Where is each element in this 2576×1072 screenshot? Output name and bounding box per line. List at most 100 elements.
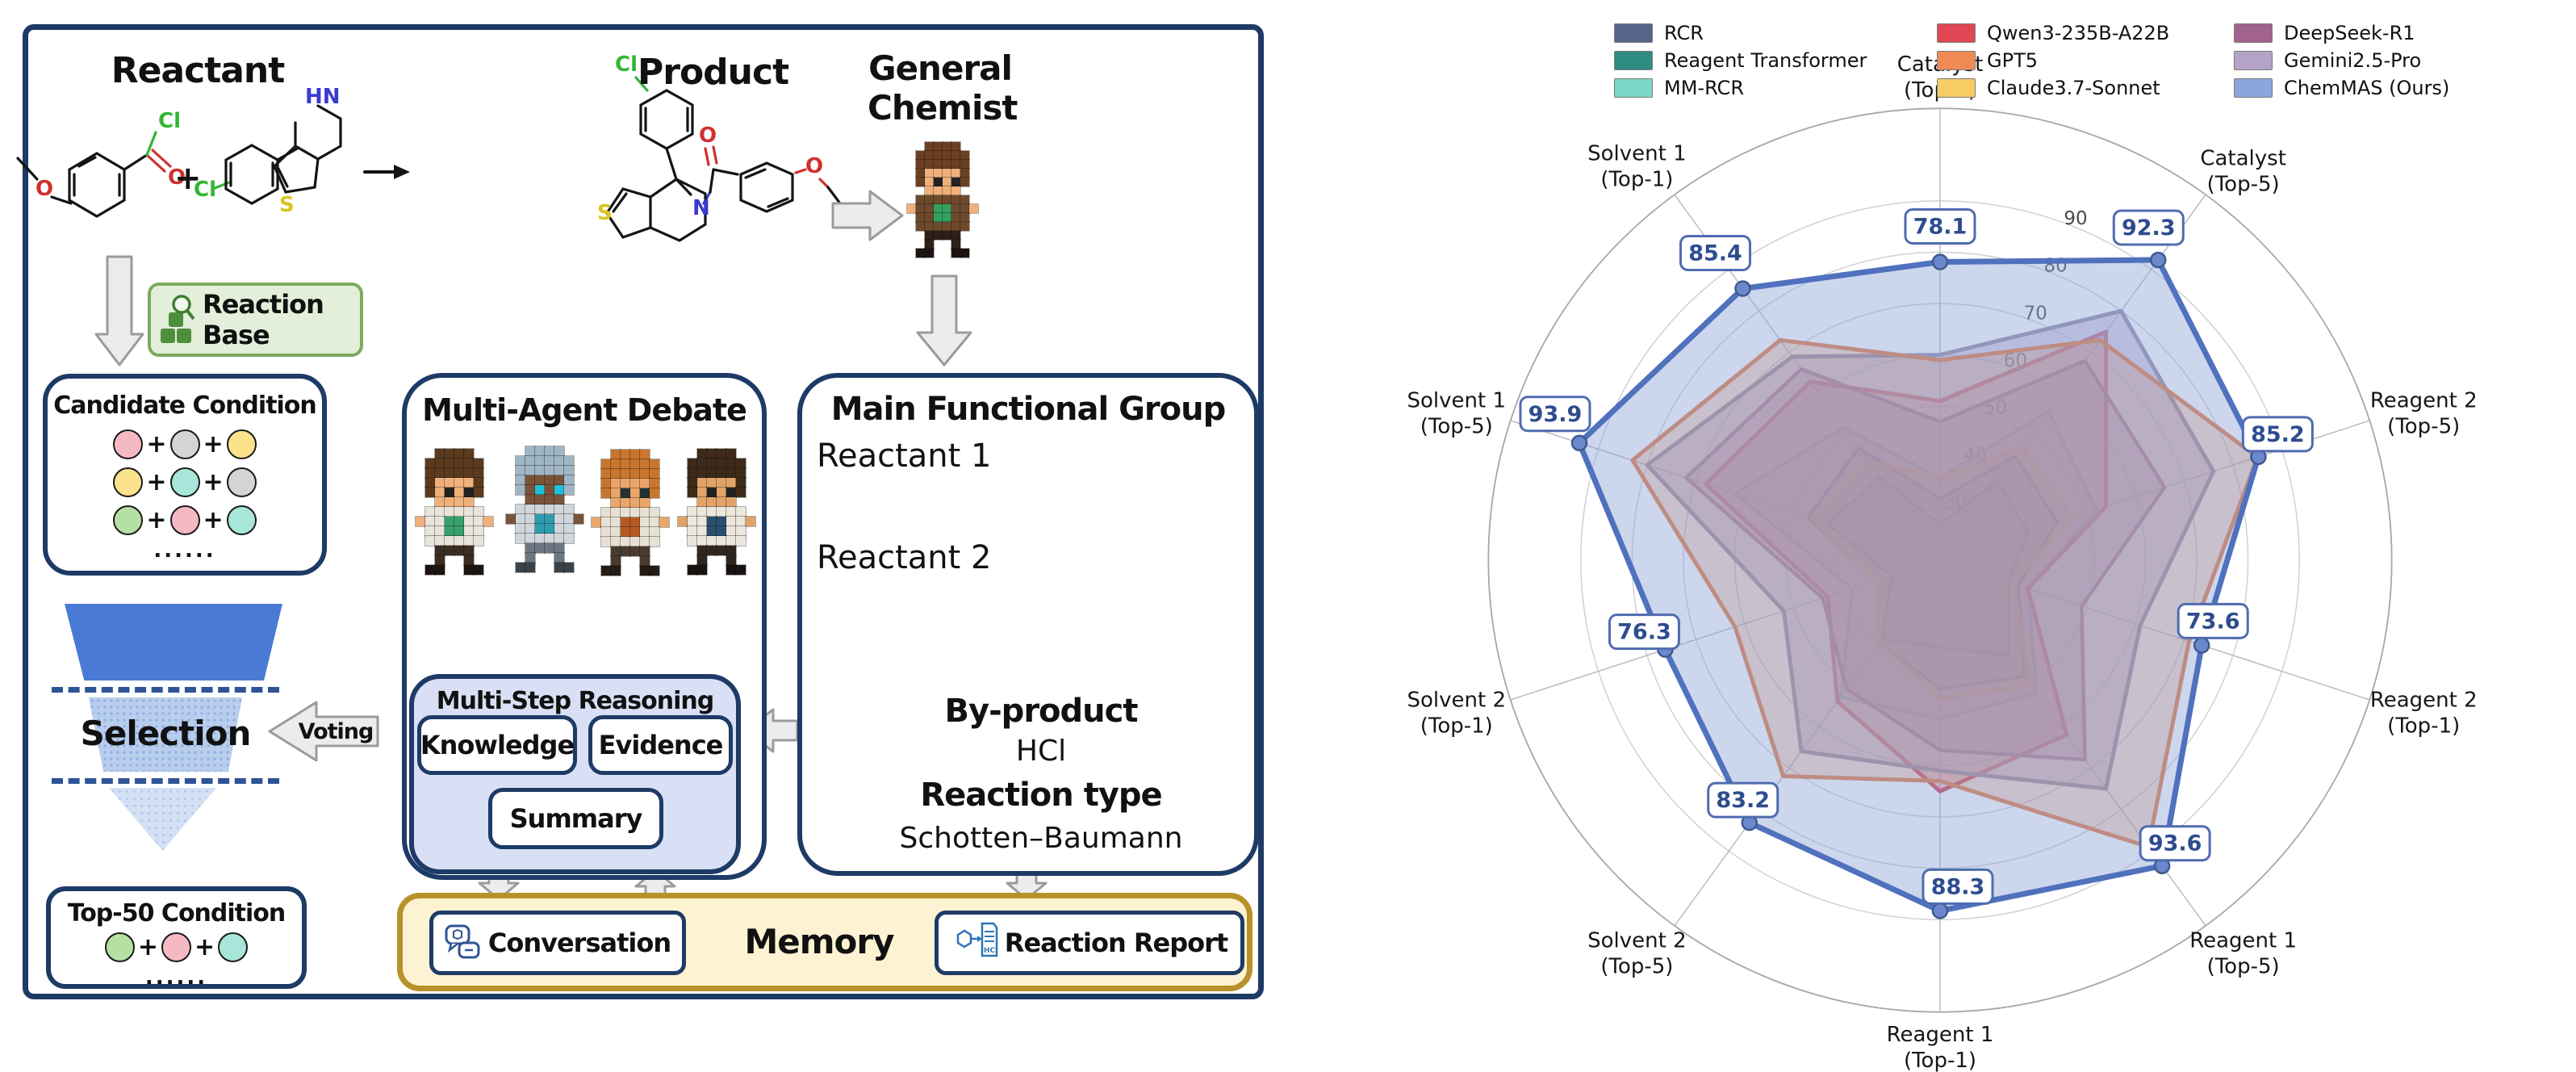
atom-s: S [279,193,295,217]
plus-sign: + [194,933,215,961]
radar-marker [1734,280,1751,297]
radar-value-badge [1608,613,1680,651]
legend-swatch [1614,78,1653,98]
radar-tick-label: 90 [2064,208,2087,229]
plus-sign: + [146,506,167,534]
byproduct-label: By-product [944,693,1139,730]
legend-swatch [1614,23,1653,43]
multi-agent-debate-title: Multi-Agent Debate [422,392,747,428]
plus-sign: + [174,160,202,197]
main-functional-group-box: Main Functional Group [797,373,1259,876]
arrow-head [394,165,410,179]
atom-hn: HN [305,85,341,109]
plus-sign: + [203,506,224,534]
selection-label: Selection [80,714,252,753]
radar-series-GPT5 [1630,337,2260,849]
condition-circle-pink [169,505,200,535]
legend-swatch [1937,23,1976,43]
general-chemist-title: General Chemist [868,48,1018,128]
radar-value-label: 85.2 [2251,422,2305,447]
radar-marker [2150,251,2167,269]
evidence-label: Evidence [598,730,724,760]
radar-marker [1931,253,1949,270]
knowledge-label: Knowledge [420,730,575,760]
atom-s: S [597,201,613,225]
agent-sprite-3 [591,449,670,576]
right-arrow-icon [831,190,904,241]
legend-label: Gemini2.5-Pro [2284,49,2422,72]
radar-value-label: 85.4 [1688,241,1742,266]
atom-cl: Cl [194,178,216,202]
atom-o: O [699,124,717,148]
legend-item-Claude3.7-Sonnet: Claude3.7-Sonnet [1937,77,2160,99]
radar-marker [2193,637,2210,654]
condition-circle-yellow [113,467,144,497]
radar-marker [1931,902,1949,919]
radar-marker [1570,434,1588,452]
radar-axis-label: Reagent 1 (Top-5) [2189,929,2297,979]
legend-swatch [1937,51,1976,70]
radar-series-Gemini2.5-Pro [1645,308,2216,791]
funnel-dash-2 [52,778,279,784]
radar-axis-label: Solvent 2 (Top-1) [1407,689,1507,739]
legend-item-RCR: RCR [1614,22,1704,44]
radar-value-label: 83.2 [1716,788,1770,813]
memory-label: Memory [744,922,895,961]
funnel-dash-1 [52,687,279,693]
condition-circle-gray [169,429,200,459]
knowledge-box: Knowledge [417,715,577,775]
radar-value-badge [1679,234,1752,271]
legend-item-MM-RCR: MM-RCR [1614,77,1744,99]
funnel-top [65,604,282,680]
legend-swatch [2234,78,2273,98]
down-arrow-icon [94,255,144,366]
legend-label: ChemMAS (Ours) [2284,77,2450,99]
byproduct-value: HCl [1015,735,1067,768]
radar-axis-label: Solvent 2 (Top-5) [1587,929,1687,979]
plus-sign: + [146,468,167,496]
summary-box: Summary [488,788,663,849]
plus-sign: + [203,430,224,459]
voting-arrow-icon [268,701,379,762]
ellipsis: ...... [144,965,208,990]
radar-axis-label: Solvent 1 (Top-1) [1587,141,1687,191]
candidate-rows: + + + + + + [48,425,322,538]
conversation-label: Conversation [487,928,671,958]
radar-value-badge [2241,416,2314,453]
legend-swatch [1614,51,1653,70]
condition-circle-green [104,932,135,962]
radar-value-badge [2177,602,2249,639]
condition-circle-gray [226,467,257,497]
condition-row: + + [48,463,322,500]
reaction-base-label: Reaction Base [203,289,324,350]
reaction-report-label: Reaction Report [1004,928,1228,958]
radar-value-label: 93.6 [2148,831,2202,856]
radar-axis-label: Solvent 1 (Top-5) [1407,388,1507,438]
reaction-type-value: Schotten–Baumann [899,822,1183,855]
legend-label: DeepSeek-R1 [2284,22,2415,44]
condition-circle-pink [113,429,144,459]
radar-axis-label: Reagent 1 (Top-1) [1887,1023,1994,1072]
conversation-box: Conversation [429,911,686,975]
conversation-icon [445,924,480,959]
reaction-type-label: Reaction type [920,777,1162,814]
radar-series-ChemMAS (Ours) [1576,257,2261,914]
radar-value-label: 93.9 [1528,402,1583,427]
ellipsis: ...... [153,538,216,563]
radar-value-label: 88.3 [1931,874,1985,899]
radar-axis-label: Reagent 2 (Top-5) [2370,388,2478,438]
agent-sprite-2 [505,446,584,573]
condition-row: + + [48,425,322,463]
atom-o: O [805,154,823,178]
radar-value-badge [1922,868,1994,905]
condition-row: + + [48,500,322,538]
reactant1-label: Reactant 1 [817,438,992,475]
funnel-middle [89,697,242,772]
general-chemist-line1: General [868,48,1013,88]
voting-label: Voting [298,719,374,744]
product-title: Product [638,52,789,93]
agent-sprite-1 [415,448,494,576]
legend-swatch [2234,23,2273,43]
legend-swatch [2234,51,2273,70]
